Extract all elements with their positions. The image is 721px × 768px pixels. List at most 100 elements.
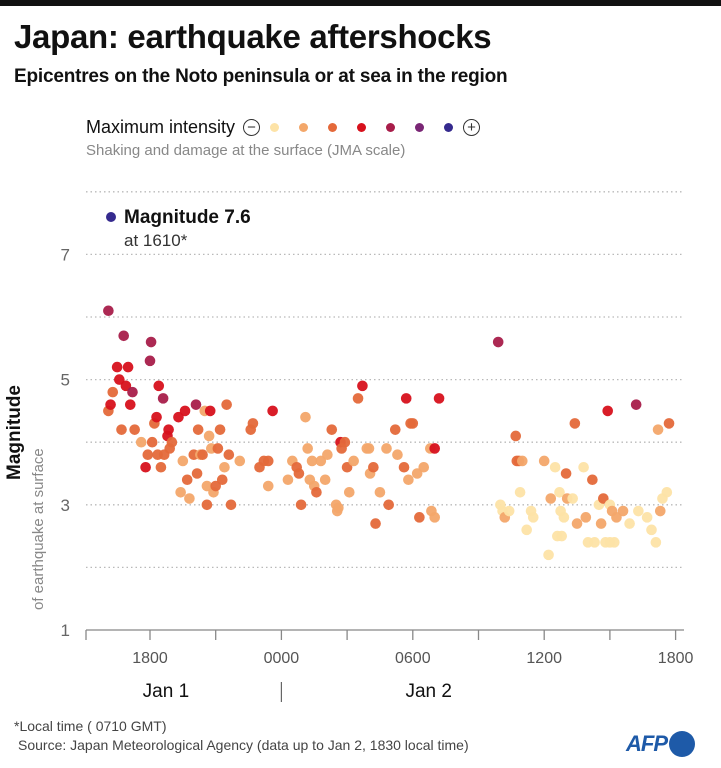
aftershock-point	[135, 436, 147, 448]
aftershock-point	[214, 424, 226, 435]
aftershock-point	[571, 518, 583, 529]
aftershock-point	[203, 430, 215, 442]
afp-logo-circle-icon	[669, 731, 695, 757]
plus-circle-icon: +	[463, 118, 481, 136]
aftershock-point	[608, 537, 620, 548]
aftershock-point	[216, 474, 228, 486]
aftershock-point	[326, 424, 338, 435]
aftershock-point	[221, 399, 232, 410]
aftershock-point	[569, 418, 581, 429]
scatter-chart: 1 3 5 7 1800 0000 0600 1200 1800 Jan 1 Jan 2	[61, 191, 694, 702]
aftershock-point	[306, 455, 318, 467]
aftershock-point	[503, 505, 515, 517]
aftershock-point	[201, 499, 213, 511]
aftershock-point	[543, 549, 554, 561]
aftershock-point	[179, 405, 191, 417]
aftershock-point	[641, 512, 653, 523]
aftershock-point	[282, 474, 294, 486]
aftershock-point	[589, 537, 600, 548]
aftershock-point	[153, 380, 165, 392]
legend-note: Shaking and damage at the surface (JMA s…	[86, 142, 406, 159]
aftershock-point	[333, 502, 344, 514]
aftershock-point	[663, 418, 675, 429]
aftershock-point	[177, 455, 189, 467]
aftershock-point	[554, 486, 565, 498]
aftershock-point	[116, 424, 127, 435]
aftershock-point	[418, 461, 430, 473]
aftershock-point	[556, 530, 568, 542]
aftershock-point	[429, 512, 441, 523]
aftershock-point	[175, 486, 186, 498]
legend-dot-intensity-3	[328, 122, 338, 132]
aftershock-point	[319, 474, 331, 486]
aftershock-point	[650, 537, 662, 548]
aftershock-point	[184, 493, 195, 504]
aftershock-point	[652, 424, 664, 435]
aftershock-point	[567, 493, 578, 504]
aftershock-point	[114, 374, 125, 385]
aftershock-point	[587, 474, 598, 486]
aftershock-point	[400, 393, 412, 404]
aftershock-point	[146, 436, 158, 448]
intensity-legend: Maximum intensity − +	[86, 116, 481, 138]
aftershock-point	[414, 512, 425, 523]
aftershock-point	[363, 443, 375, 454]
aftershock-point	[212, 443, 224, 454]
aftershock-point	[111, 361, 123, 373]
aftershock-point	[517, 455, 528, 467]
aftershock-point	[611, 512, 622, 523]
source-note: Source: Japan Meteorological Agency (dat…	[18, 737, 469, 753]
aftershock-point	[595, 518, 607, 529]
aftershock-point	[352, 393, 364, 404]
aftershock-point	[247, 418, 259, 429]
aftershock-point	[661, 486, 673, 498]
aftershock-point	[118, 330, 130, 342]
x-tick-label: 1200	[526, 650, 562, 667]
y-tick-label: 5	[61, 371, 70, 390]
aftershock-point	[429, 443, 441, 454]
mainshock-annotation-title: Magnitude 7.6	[124, 207, 251, 228]
aftershock-point	[339, 436, 351, 448]
aftershock-point	[107, 386, 119, 398]
aftershock-point	[120, 380, 132, 392]
aftershock-point	[514, 486, 526, 498]
legend-dot-intensity-1	[270, 122, 280, 132]
aftershock-point	[181, 474, 193, 486]
aftershock-point	[633, 505, 644, 517]
aftershock-point	[392, 449, 403, 461]
minus-circle-icon: −	[243, 118, 261, 136]
aftershock-point	[155, 461, 167, 473]
aftershock-point	[538, 455, 550, 467]
legend-title: Maximum intensity	[86, 116, 236, 137]
aftershock-point	[190, 399, 202, 410]
top-rule	[0, 0, 721, 6]
legend-dot-intensity-2	[299, 122, 309, 132]
aftershock-point	[381, 443, 392, 454]
aftershock-point	[368, 461, 379, 473]
aftershock-point	[145, 336, 157, 348]
aftershock-point	[129, 424, 140, 435]
afp-logo-text: AFP	[626, 731, 668, 756]
aftershock-point	[492, 336, 504, 348]
x-tick-label: 1800	[658, 650, 694, 667]
aftershock-point	[602, 405, 614, 417]
mainshock-marker	[106, 212, 116, 222]
aftershock-point	[151, 411, 162, 423]
afp-logo: AFP	[626, 731, 695, 757]
aftershock-point	[173, 411, 184, 423]
aftershock-point	[560, 468, 572, 479]
aftershock-point	[262, 455, 274, 467]
aftershock-point	[598, 493, 609, 504]
aftershock-point	[624, 518, 635, 529]
aftershock-point	[558, 512, 570, 523]
legend-dot-intensity-7	[444, 122, 454, 132]
y-tick-label: 3	[61, 496, 70, 515]
aftershock-point	[223, 449, 235, 461]
aftershock-point	[343, 486, 355, 498]
day-label: Jan 1	[143, 681, 189, 702]
aftershock-point	[293, 468, 305, 479]
aftershock-point	[580, 512, 592, 523]
aftershock-point	[103, 305, 114, 317]
aftershock-point	[127, 386, 138, 398]
aftershock-point	[383, 499, 395, 511]
